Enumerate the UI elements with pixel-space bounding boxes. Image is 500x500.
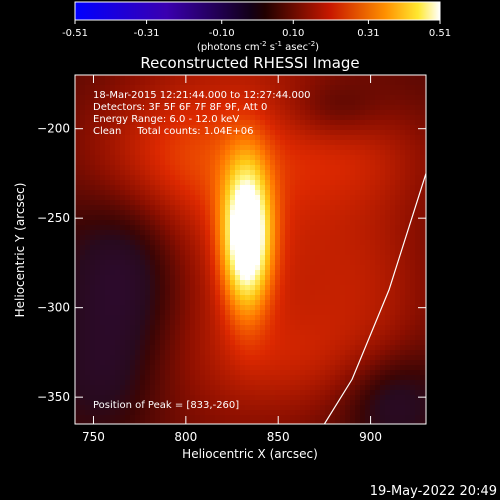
y-tick-label: −300	[37, 301, 70, 315]
x-tick-label: 800	[174, 430, 197, 444]
colorbar-gradient	[74, 1, 441, 21]
x-tick-label: 900	[359, 430, 382, 444]
plot-frame	[74, 74, 427, 425]
colorbar-ticks: -0.51 -0.31 -0.10 0.10 0.31 0.51	[62, 20, 451, 39]
x-axis-label: Heliocentric X (arcsec)	[182, 447, 318, 461]
y-tick-label: −200	[37, 122, 70, 136]
colorbar: -0.51 -0.31 -0.10 0.10 0.31 0.51 (photons cm-…	[62, 1, 451, 53]
x-tick-label: 750	[82, 430, 105, 444]
info-line-time: 18-Mar-2015 12:21:44.000 to 12:27:44.000	[93, 90, 311, 101]
x-tick-label: 850	[267, 430, 290, 444]
info-line-clean: Clean Total counts: 1.04E+06	[93, 126, 253, 137]
y-axis-label: Heliocentric Y (arcsec)	[13, 183, 27, 318]
chart-title: Reconstructed RHESSI Image	[140, 54, 359, 72]
y-tick-label: −250	[37, 211, 70, 225]
heatmap-image	[75, 75, 426, 424]
timestamp: 19-May-2022 20:49	[370, 484, 497, 499]
observation-info: 18-Mar-2015 12:21:44.000 to 12:27:44.000…	[93, 90, 311, 137]
colorbar-tick-label: 0.10	[282, 28, 304, 39]
info-line-energy: Energy Range: 6.0 - 12.0 keV	[93, 114, 239, 125]
colorbar-tick-label: -0.10	[209, 28, 235, 39]
colorbar-tick-label: 0.31	[357, 28, 379, 39]
colorbar-unit: (photons cm-2 s-1 asec-2)	[197, 40, 319, 53]
y-tick-label: −350	[37, 390, 70, 404]
axis-ticks: 750 800 850 900 −200 −250 −300 −350	[37, 75, 426, 444]
colorbar-tick-label: -0.51	[62, 28, 88, 39]
colorbar-tick-label: 0.51	[429, 28, 451, 39]
colorbar-tick-label: -0.31	[134, 28, 160, 39]
solar-limb-curve	[323, 173, 426, 424]
peak-position-label: Position of Peak = [833,-260]	[93, 400, 239, 411]
info-line-detectors: Detectors: 3F 5F 6F 7F 8F 9F, Att 0	[93, 102, 267, 113]
